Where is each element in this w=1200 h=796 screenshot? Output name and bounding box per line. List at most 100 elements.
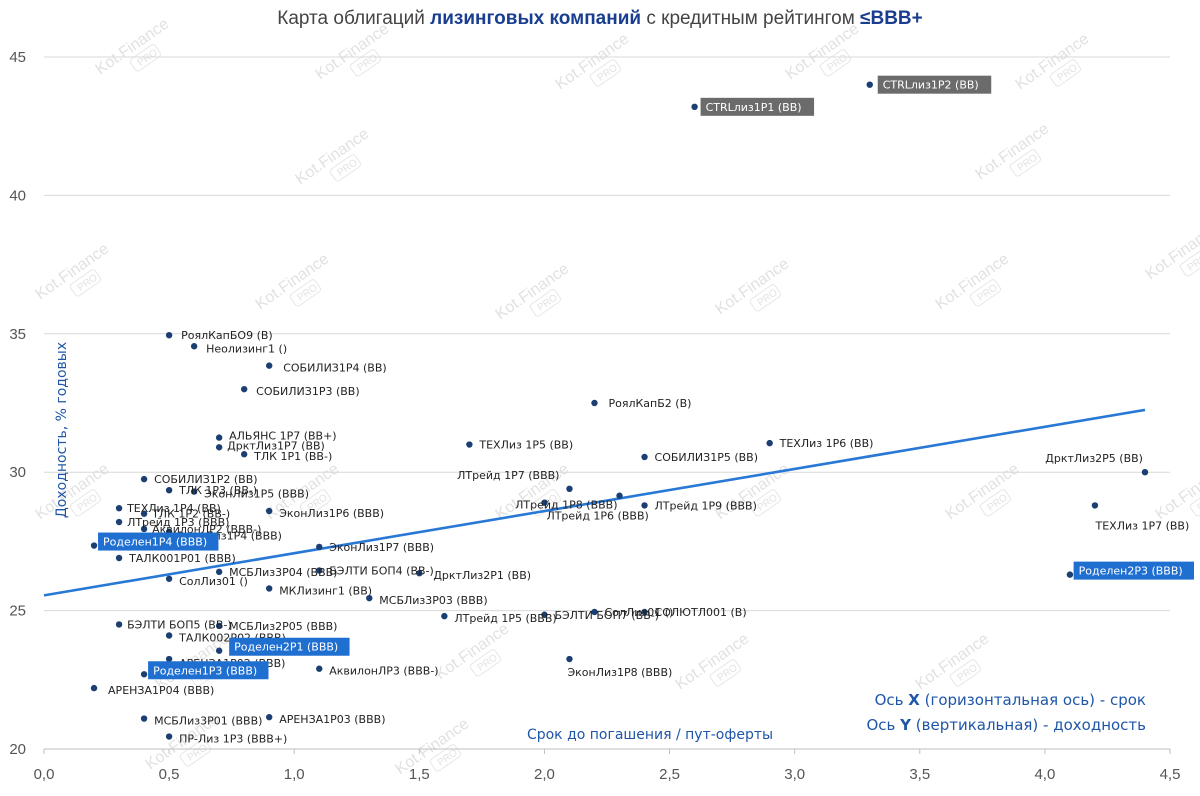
point-label: СолЛиз01 () <box>604 606 673 619</box>
x-tick-label: 1,5 <box>409 766 430 783</box>
point-label: МСБЛиз3Р03 (BBB) <box>379 594 487 607</box>
axis-note-y-letter: Y <box>900 716 912 734</box>
data-point <box>316 567 323 574</box>
point-label: ПР-Лиз 1Р3 (BBB+) <box>179 733 287 746</box>
watermark-badge <box>979 489 1012 517</box>
watermark-badge <box>179 739 212 767</box>
data-points <box>90 81 1149 740</box>
watermark-badge <box>749 284 782 312</box>
point-label: МСБЛиз3Р04 (BBB) <box>229 566 337 579</box>
x-tick-label: 0,0 <box>34 766 55 783</box>
x-axis-title: Срок до погашения / пут-оферты <box>527 727 773 743</box>
watermark-badge <box>949 659 982 687</box>
highlight-label: CTRLлиз1Р1 (BB) <box>706 101 802 114</box>
point-label: Неолизинг1 () <box>206 342 287 355</box>
watermark-text: Kot.Finance <box>943 460 1023 523</box>
data-point <box>215 622 223 630</box>
axis-note-x-post: (горизонтальная ось) - срок <box>919 691 1146 709</box>
highlight-label-box <box>98 532 219 551</box>
title-part-1: Карта облигаций <box>277 8 431 29</box>
point-label: ЛТрейд 1Р8 (BBB) <box>515 499 617 512</box>
watermark-text: Kot.Finance <box>33 240 113 303</box>
data-point <box>616 492 623 499</box>
trend-line <box>43 408 1146 597</box>
data-point <box>140 475 148 483</box>
watermark-badge <box>129 44 162 72</box>
highlight-label: Роделен2Р3 (BBB) <box>1079 565 1183 578</box>
data-point <box>215 434 223 441</box>
data-point <box>1141 469 1149 476</box>
point-label: ЭконЛиз1Р8 (BBB) <box>567 666 672 679</box>
point-label: СОБИЛИЗ1Р3 (BB) <box>256 385 359 398</box>
data-point <box>316 543 323 551</box>
highlight-label-box <box>877 75 992 94</box>
watermark-badge <box>1049 59 1082 87</box>
watermark-badge <box>469 649 502 677</box>
point-label: ЭконЛиз1Р6 (BBB) <box>279 507 384 520</box>
highlight-label: Роделен1Р3 (BBB) <box>153 664 257 677</box>
point-label: БЭЛТИ БОП5 (BB-) <box>127 618 232 631</box>
data-point <box>566 485 573 493</box>
point-label: СОЛЮТЛ001 (B) <box>655 606 747 619</box>
x-tick-label: 3,0 <box>784 766 805 783</box>
data-point <box>266 362 273 369</box>
data-point <box>1091 502 1099 509</box>
point-label: РоялКапБО9 (B) <box>181 329 273 342</box>
data-point <box>190 343 198 350</box>
watermark-badge <box>299 489 332 517</box>
point-label: ЛТрейд 1Р3 (BBB) <box>127 516 229 529</box>
data-point <box>190 488 198 495</box>
axis-note-x-letter: X <box>908 691 920 709</box>
data-point <box>140 525 148 533</box>
axis-note-y: Ось Y (вертикальная) - доходность <box>866 716 1146 734</box>
trendline <box>43 408 1146 597</box>
watermark-text: Kot.Finance <box>913 630 993 693</box>
watermark-badge <box>529 489 562 517</box>
watermark-badge <box>1189 489 1200 517</box>
x-tick-label: 2,5 <box>659 766 680 783</box>
data-point <box>466 441 473 448</box>
point-label: АРЕНЗА1Р03 (BBB) <box>279 713 385 726</box>
data-point <box>215 568 223 576</box>
point-label: АквилонЛР3 (BBB-) <box>329 665 438 678</box>
title-part-3: с кредитным рейтингом <box>641 8 861 29</box>
point-label: РоялКапБ2 (B) <box>608 397 691 410</box>
watermark-badge <box>969 279 1002 307</box>
watermark-badge <box>529 289 562 317</box>
watermark-badge <box>289 279 322 307</box>
data-point <box>266 507 273 515</box>
watermark-text: Kot.Finance <box>933 250 1013 313</box>
watermark-badge <box>589 59 622 87</box>
data-point <box>316 665 323 672</box>
data-point <box>115 504 123 512</box>
watermark-badge <box>709 659 742 687</box>
data-point <box>266 585 273 592</box>
data-point <box>766 439 773 447</box>
watermark-text: Kot.Finance <box>553 30 633 93</box>
point-label: МСБЛиз3Р01 (BBB) <box>154 715 262 728</box>
point-label: ЛТрейд 1Р6 (BBB) <box>546 510 648 523</box>
data-point <box>240 385 248 393</box>
y-tick-label: 35 <box>9 326 26 343</box>
point-label: ЛТрейд 1Р7 (BBB) <box>457 469 559 482</box>
point-label: ЛТрейд 1Р5 (BBB) <box>454 612 556 625</box>
point-label: ТЕХЛиз 1Р5 (BB) <box>478 439 573 452</box>
watermark-badge <box>69 489 102 517</box>
data-point <box>441 612 448 620</box>
data-point <box>115 621 123 628</box>
x-tick-label: 3,5 <box>909 766 930 783</box>
data-point <box>140 671 148 678</box>
data-point <box>366 594 373 602</box>
